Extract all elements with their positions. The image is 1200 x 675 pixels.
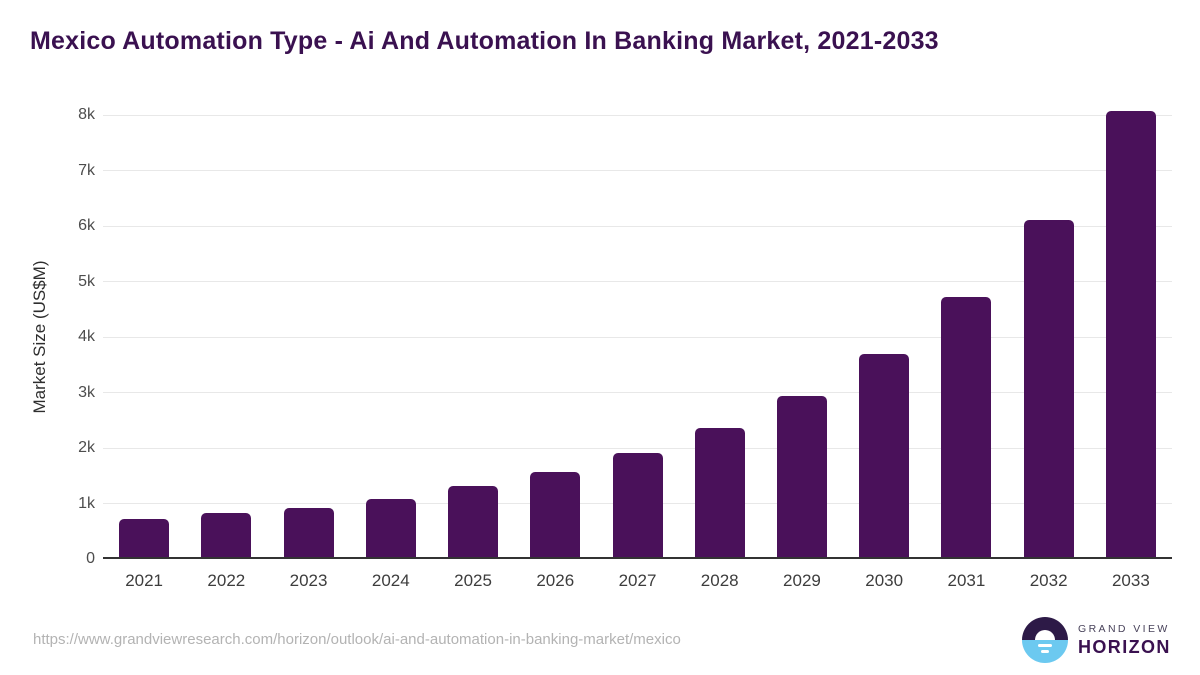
bar-2027: [612, 453, 663, 559]
chart-title: Mexico Automation Type - Ai And Automati…: [30, 27, 939, 55]
bar-2033: [1105, 111, 1156, 559]
bar-2031: [941, 297, 992, 559]
horizon-sun-icon: [1022, 617, 1068, 663]
x-tick-label: 2028: [700, 571, 739, 590]
x-tick-label: 2021: [125, 571, 164, 590]
gridline: [103, 281, 1172, 282]
bar-2032: [1023, 219, 1074, 559]
plot-area: 0 1k 2k 3k 4k 5k 6k 7k 8k 2021 2022 2023 2024 2025 202…: [78, 106, 1172, 590]
x-axis-line: [103, 557, 1172, 559]
bar-2025: [448, 486, 499, 559]
source-url: https://www.grandviewresearch.com/horizo…: [33, 631, 681, 648]
x-tick-label: 2031: [947, 571, 986, 590]
bar-2026: [530, 471, 581, 559]
brand-name-top: GRAND VIEW: [1078, 622, 1170, 635]
y-axis-title: Market Size (US$M): [30, 260, 49, 414]
gridline: [103, 225, 1172, 227]
x-tick-label: 2023: [289, 571, 328, 590]
sun-reflection-line-1: [1038, 644, 1052, 647]
bar-2022: [201, 512, 252, 559]
y-tick-label: 4k: [78, 328, 95, 345]
brand-name-bottom: HORIZON: [1078, 636, 1171, 657]
x-tick-label: 2022: [207, 571, 246, 590]
y-tick-label: 2k: [78, 439, 95, 456]
x-tick-label: 2030: [865, 571, 904, 590]
gridline: [103, 392, 1172, 393]
x-tick-label: 2025: [454, 571, 492, 590]
gridline: [103, 336, 1172, 338]
bar-2021: [119, 519, 170, 559]
bar-2028: [694, 428, 745, 559]
y-tick-label: 8k: [78, 106, 95, 123]
gridline: [103, 170, 1172, 171]
sun-dome-shape: [1035, 630, 1055, 640]
bar-2030: [859, 354, 910, 559]
gridline: [103, 114, 1172, 116]
x-tick-label: 2033: [1111, 571, 1150, 590]
x-tick-label: 2024: [371, 571, 410, 590]
y-tick-label: 3k: [78, 383, 95, 401]
x-tick-label: 2029: [783, 571, 821, 590]
y-tick-label: 5k: [78, 272, 95, 290]
y-tick-label: 1k: [78, 494, 95, 512]
y-tick-label: 6k: [78, 217, 95, 234]
brand-logo: GRAND VIEW HORIZON: [1022, 617, 1171, 663]
x-tick-label: 2032: [1029, 571, 1068, 590]
x-tick-label: 2026: [536, 571, 575, 590]
bar-2024: [365, 499, 416, 559]
gridline: [103, 447, 1172, 449]
brand-text: GRAND VIEW HORIZON: [1078, 623, 1171, 658]
bar-2023: [283, 507, 334, 559]
x-tick-label: 2027: [618, 571, 657, 590]
sun-reflection-line-2: [1041, 650, 1049, 653]
y-tick-label: 7k: [78, 161, 95, 179]
y-tick-label: 0: [86, 550, 95, 567]
bar-2029: [776, 396, 827, 559]
